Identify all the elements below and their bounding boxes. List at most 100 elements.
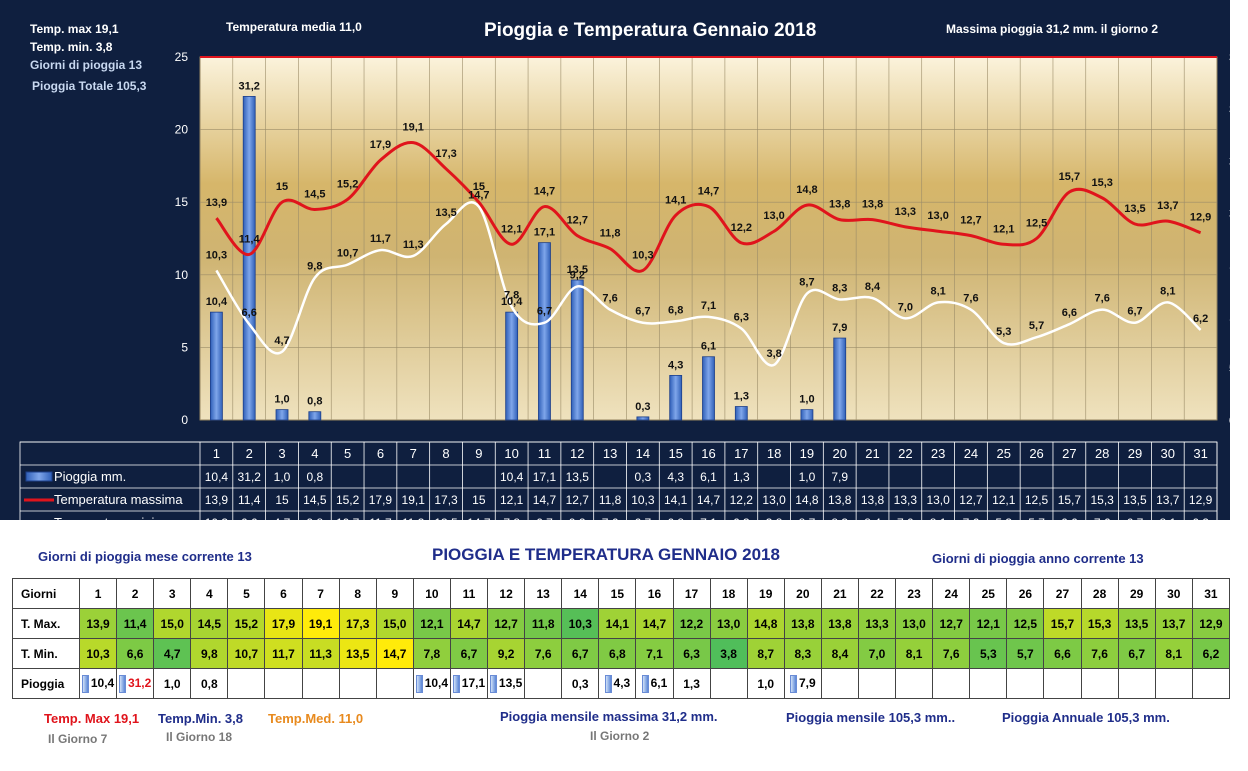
day-header-cell-value: 4 <box>205 586 213 601</box>
x-axis-tick: 15 <box>668 446 682 461</box>
rain-bar <box>800 409 814 421</box>
legend-label: Temperatura massima <box>54 492 183 507</box>
rain-data-label: 10,4 <box>206 296 228 308</box>
tmax-cell: 11,8 <box>524 608 563 639</box>
rain-bar <box>570 279 584 421</box>
tmin-cell: 6,7 <box>561 638 600 669</box>
tmax-data-label: 15,2 <box>337 178 358 190</box>
table-value: 13,5 <box>434 516 458 520</box>
day-header-cell-value: 8 <box>354 586 362 601</box>
x-axis-tick: 14 <box>636 446 650 461</box>
rain-cell: 4,3 <box>598 668 637 699</box>
day-header-cell: 27 <box>1043 578 1082 609</box>
tmin-data-label: 7,1 <box>701 300 716 312</box>
rain-cell-value: 0,8 <box>200 676 218 691</box>
rain-bar <box>702 356 715 421</box>
day-header-cell: 23 <box>895 578 934 609</box>
day-header-cell: 6 <box>264 578 303 609</box>
x-axis-tick: 24 <box>964 446 978 461</box>
table-value: 6,3 <box>733 516 750 520</box>
tmin-cell: 7,8 <box>412 638 451 669</box>
x-axis-tick: 6 <box>377 446 384 461</box>
tmin-data-label: 7,0 <box>898 301 913 313</box>
tmax-cell-value: 12,1 <box>420 616 444 631</box>
tmax-cell: 13,7 <box>1154 608 1193 639</box>
table-value: 15,3 <box>1090 493 1114 507</box>
table-value: 3,8 <box>766 516 783 520</box>
stat-rain-max: Pioggia mensile massima 31,2 mm. <box>500 709 718 724</box>
tmin-cell-value: 8,1 <box>1165 646 1183 661</box>
tmin-cell-value: 11,3 <box>309 646 332 661</box>
rain-bar <box>669 375 683 421</box>
rain-cell <box>264 668 303 699</box>
tmin-data-label: 6,6 <box>1062 307 1077 319</box>
x-axis-tick: 27 <box>1062 446 1076 461</box>
day-header-cell: 22 <box>857 578 897 609</box>
x-axis-tick: 12 <box>570 446 584 461</box>
x-axis-tick: 21 <box>865 446 879 461</box>
x-axis-tick: 30 <box>1161 446 1175 461</box>
tmin-cell: 5,7 <box>1006 638 1045 669</box>
rain-bar <box>308 411 322 421</box>
day-header-cell: 3 <box>153 578 192 609</box>
rain-cell-bar <box>415 674 423 693</box>
tmax-cell: 13,8 <box>783 608 822 639</box>
tmin-cell: 7,6 <box>932 638 971 669</box>
table-value: 15 <box>472 493 486 507</box>
tmax-data-label: 15 <box>276 181 288 193</box>
tmax-cell: 13,5 <box>1117 608 1156 639</box>
table-value: 11,3 <box>402 516 425 520</box>
tmin-data-label: 9,8 <box>307 261 322 273</box>
table-value: 15,2 <box>336 493 360 507</box>
rain-cell <box>301 668 340 699</box>
tmax-cell-value: 14,7 <box>457 616 481 631</box>
x-axis-tick: 17 <box>734 446 748 461</box>
rain-data-label: 13,5 <box>567 264 588 276</box>
day-header-cell-value: 13 <box>536 586 550 601</box>
tmax-data-label: 17,3 <box>435 148 456 160</box>
day-header-cell-value: 18 <box>721 586 736 601</box>
rain-cell-bar <box>641 674 649 693</box>
day-header-cell: 2 <box>116 578 155 609</box>
table-value: 0,3 <box>635 470 652 484</box>
day-header-cell: 24 <box>932 578 971 609</box>
day-header-cell-value: 26 <box>1018 586 1033 601</box>
table-value: 4,3 <box>667 470 684 484</box>
tmax-data-label: 10,3 <box>632 249 653 261</box>
right-axis-tick: 20 <box>1229 208 1230 220</box>
table-value: 0,8 <box>306 470 323 484</box>
x-axis-tick: 20 <box>832 446 846 461</box>
header-rain-days: Giorni di pioggia 13 <box>30 58 143 72</box>
tmin-cell-value: 6,7 <box>571 646 589 661</box>
day-header-cell-value: 21 <box>833 586 847 601</box>
left-axis-tick: 15 <box>175 195 189 209</box>
right-axis-tick: 15 <box>1229 259 1230 271</box>
legend-label: Pioggia mm. <box>54 469 126 484</box>
stat-tmed: Temp.Med. 11,0 <box>268 711 364 726</box>
day-header-cell-value: 6 <box>280 586 287 601</box>
tmin-cell-value: 13,5 <box>346 646 370 661</box>
tmax-cell-value: 13,0 <box>716 616 741 631</box>
tmax-cell-value: 12,9 <box>1199 616 1223 631</box>
rain-cell-bar <box>81 674 89 693</box>
x-axis-tick: 4 <box>311 446 318 461</box>
tmax-cell: 17,3 <box>338 608 377 639</box>
stat-tmin: Temp.Min. 3,8 <box>158 711 243 726</box>
rain-data-label: 10,4 <box>501 296 523 308</box>
rain-cell: 1,3 <box>672 668 711 699</box>
header-temp-media: Temperatura media 11,0 <box>226 20 362 34</box>
tmin-data-label: 7,6 <box>963 293 978 305</box>
rain-cell: 10,4 <box>78 668 118 699</box>
tmin-cell: 8,1 <box>1154 638 1193 669</box>
tmin-cell: 10,3 <box>78 638 118 669</box>
rain-cell: 7,9 <box>783 668 822 699</box>
left-axis-tick: 25 <box>175 50 189 64</box>
table-value: 12,7 <box>959 493 983 507</box>
tmax-cell-value: 14,1 <box>605 616 630 631</box>
tmin-data-label: 10,3 <box>206 249 227 261</box>
rain-bar <box>833 337 847 421</box>
table-value: 8,7 <box>799 516 816 520</box>
tmax-cell: 14,1 <box>598 608 637 639</box>
table-value: 13,7 <box>1156 493 1180 507</box>
